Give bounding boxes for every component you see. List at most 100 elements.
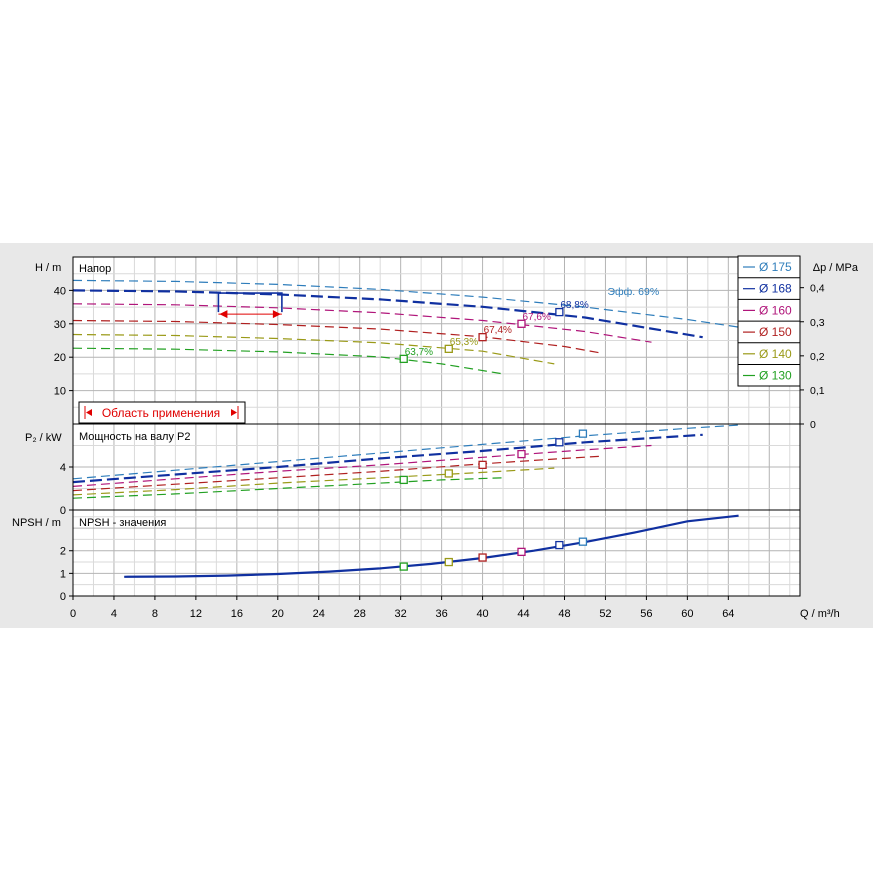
efficiency-label: 67,6% (522, 312, 550, 323)
series-line (72, 319, 601, 354)
series-line (72, 289, 703, 339)
range-legend-text: Область применения (102, 406, 220, 420)
y-axis-label-head: H / m (35, 262, 61, 274)
legend-entry: Ø 160 (759, 303, 792, 317)
tick-label-x: 60 (681, 608, 693, 620)
series-curve-head-1 (72, 289, 703, 339)
series-line (72, 333, 555, 365)
operating-point (444, 469, 453, 478)
series-line (72, 347, 504, 375)
operating-point (517, 547, 526, 557)
operating-point (555, 540, 564, 550)
operating-point (517, 319, 526, 328)
legend-entry: Ø 168 (759, 282, 792, 296)
series-line (72, 467, 555, 496)
series-curve-power-5 (72, 477, 504, 499)
series-line (72, 424, 739, 480)
tick-label-y: 0 (60, 505, 66, 517)
series-line (124, 514, 739, 578)
tick-label-x: 48 (558, 608, 570, 620)
tick-label-x: 40 (476, 608, 488, 620)
tick-label-x: 24 (313, 608, 325, 620)
tick-label-x: 0 (70, 608, 76, 620)
tick-label-x: 52 (599, 608, 611, 620)
tick-label-x: 36 (435, 608, 447, 620)
tick-label-x: 16 (231, 608, 243, 620)
legend-entry: Ø 130 (759, 369, 792, 383)
panel-title-head: Напор (79, 263, 111, 275)
y2-axis-label-pressure: Δp / MPa (813, 262, 859, 274)
legend: Ø 175 Ø 168 Ø 160 Ø 150 Ø 140 Ø 130 (737, 255, 801, 387)
tick-label-x: 28 (354, 608, 366, 620)
series-line (72, 455, 601, 492)
tick-label-y: 30 (54, 319, 66, 331)
panel-title-power: Мощность на валу P2 (79, 431, 191, 443)
tick-label-x: 8 (152, 608, 158, 620)
series-curve-head-4 (72, 333, 555, 365)
range-legend-arrow-left (86, 409, 92, 416)
operating-point (478, 460, 487, 470)
efficiency-label: 65,3% (450, 337, 478, 348)
series-curve-power-2 (72, 444, 652, 487)
operating-point (555, 438, 564, 447)
series-curve-power-3 (72, 455, 601, 492)
operating-point (399, 354, 408, 364)
operating-point (399, 475, 408, 485)
series-curve-power-0 (72, 424, 739, 480)
application-range-marker (217, 292, 283, 319)
tick-label-y: 20 (54, 352, 66, 364)
tick-label-y2: 0 (810, 419, 816, 431)
series-line (72, 303, 652, 343)
tick-label-x: 12 (190, 608, 202, 620)
series-line (72, 477, 504, 499)
range-legend-arrow-right (231, 409, 237, 416)
efficiency-max-label: Эфф. 69% (607, 286, 659, 298)
tick-label-x: 64 (722, 608, 734, 620)
operating-point (399, 562, 408, 571)
efficiency-label: 67,4% (484, 325, 512, 336)
operating-point (444, 557, 453, 567)
series-curve-npsh-0 (124, 514, 739, 578)
tick-label-y: 4 (60, 462, 66, 474)
application-range-legend (78, 401, 246, 424)
operating-point (578, 429, 588, 438)
series-curve-head-0 (72, 279, 739, 328)
tick-label-x: 32 (395, 608, 407, 620)
tick-label-y2: 0,3 (810, 317, 825, 329)
efficiency-label: 68,8% (560, 300, 588, 311)
tick-label-x: 44 (517, 608, 529, 620)
y-axis-label-npsh: NPSH / m (12, 517, 61, 529)
tick-label-y2: 0,4 (810, 283, 825, 295)
series-curve-head-2 (72, 303, 652, 343)
operating-point (517, 449, 526, 459)
tick-label-y2: 0,2 (810, 351, 825, 363)
operating-point (478, 333, 487, 342)
series-line (72, 279, 739, 328)
operating-point (478, 553, 487, 562)
series-line (72, 433, 703, 484)
tick-label-y: 1 (60, 568, 66, 580)
operating-point (444, 344, 453, 354)
tick-label-y: 40 (54, 285, 66, 297)
range-arrow-right (272, 310, 281, 319)
tick-label-y2: 0,1 (810, 385, 825, 397)
operating-point (555, 307, 564, 317)
legend-entry: Ø 140 (759, 347, 792, 361)
series-curve-head-3 (72, 319, 601, 354)
tick-label-x: 20 (272, 608, 284, 620)
panel-frame (72, 509, 801, 597)
legend-entry: Ø 175 (759, 260, 792, 274)
tick-label-y: 0 (60, 591, 66, 603)
plot-area-npsh (73, 510, 800, 596)
x-axis-label: Q / m³/h (800, 608, 840, 620)
legend-entry: Ø 150 (759, 325, 792, 339)
series-curve-power-1 (72, 433, 703, 484)
series-curve-power-4 (72, 467, 555, 496)
efficiency-label: 63,7% (405, 347, 433, 358)
series-curve-head-5 (72, 347, 504, 375)
operating-point (578, 537, 588, 546)
tick-label-x: 56 (640, 608, 652, 620)
y-axis-label-power: P₂ / kW (25, 432, 62, 444)
series-line (72, 444, 652, 487)
